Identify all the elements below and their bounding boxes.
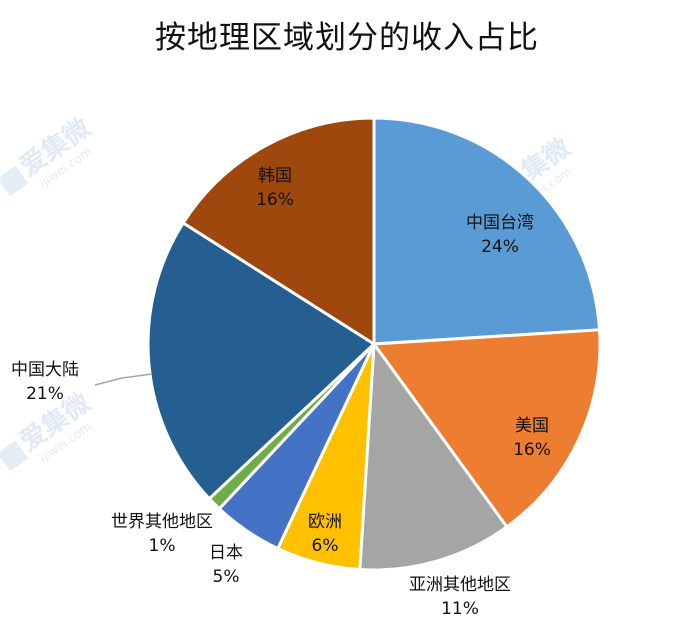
slice-label: 美国 (515, 416, 549, 436)
slice-label: 日本 (209, 543, 243, 563)
slice-label: 韩国 (258, 166, 292, 186)
slice-labels: 中国台湾 24% 美国 16% 亚洲其他地区 11% 欧洲 6% 日本 5% 世界其他地区 1% 中国大… (11, 166, 551, 619)
slice-value-label: 21% (26, 384, 64, 404)
slice-label: 中国台湾 (466, 213, 534, 233)
watermark-logo-icon (0, 440, 29, 472)
slice-label: 欧洲 (308, 512, 342, 532)
chart-title: 按地理区域划分的收入占比 (155, 20, 539, 56)
slice-label: 中国大陆 (11, 360, 79, 380)
slice-value-label: 11% (441, 599, 479, 619)
slice-value-label: 6% (312, 536, 339, 556)
pie-slice-3 (358, 342, 509, 572)
pie-slice-1 (372, 116, 602, 346)
slice-value-label: 16% (256, 190, 294, 210)
pie-slice-7 (146, 221, 376, 501)
pie-slices (146, 116, 602, 572)
pie-slice-8 (181, 116, 376, 346)
slice-label: 亚洲其他地区 (409, 575, 511, 595)
leader-line (94, 373, 153, 386)
watermark-logo-icon (0, 165, 29, 197)
slice-value-label: 16% (513, 440, 551, 460)
slice-value-label: 5% (213, 567, 240, 587)
slice-value-label: 24% (481, 237, 519, 257)
slice-label: 世界其他地区 (111, 512, 213, 532)
slice-value-label: 1% (149, 536, 176, 556)
pie-slice-2 (372, 328, 602, 529)
